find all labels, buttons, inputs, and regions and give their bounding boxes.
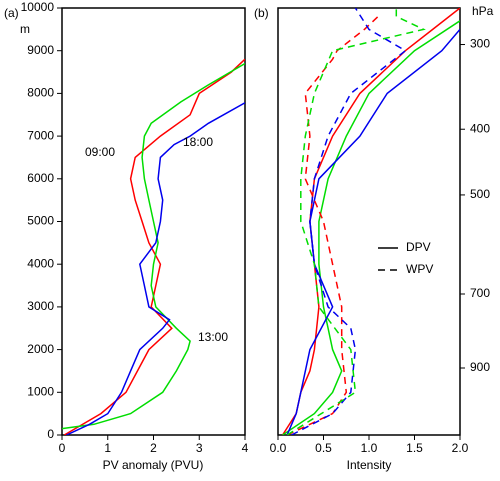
y2-tick-label: 500 xyxy=(470,187,490,201)
line-label: 09:00 xyxy=(85,145,115,159)
y2-tick-label: 300 xyxy=(470,37,490,51)
y-tick-label: 5000 xyxy=(27,214,54,228)
line-label: 18:00 xyxy=(183,135,213,149)
line xyxy=(286,15,379,435)
x-tick-label: 2.0 xyxy=(452,441,469,455)
line xyxy=(62,62,245,430)
x-tick-label: 0 xyxy=(59,441,66,455)
y-tick-label: 7000 xyxy=(27,128,54,142)
x-tick-label: 3 xyxy=(196,441,203,455)
y-tick-label: 1000 xyxy=(27,384,54,398)
x-tick-label: 1.0 xyxy=(361,441,378,455)
x-tick-label: 0.5 xyxy=(315,441,332,455)
y-tick-label: 8000 xyxy=(27,86,54,100)
y-tick-label: 9000 xyxy=(27,43,54,57)
panel-label: (a) xyxy=(4,6,19,20)
y-tick-label: 4000 xyxy=(27,256,54,270)
legend-label: WPV xyxy=(406,262,433,276)
y-axis-label: m xyxy=(20,22,30,36)
line xyxy=(66,102,245,435)
y2-axis-label: hPa xyxy=(472,4,494,18)
line xyxy=(286,28,460,435)
x-axis-label: Intensity xyxy=(347,458,392,472)
line xyxy=(291,8,407,435)
y-tick-label: 3000 xyxy=(27,299,54,313)
y2-tick-label: 900 xyxy=(470,360,490,374)
y-tick-label: 10000 xyxy=(21,0,55,14)
legend-label: DPV xyxy=(406,240,431,254)
x-tick-label: 4 xyxy=(242,441,249,455)
x-tick-label: 1.5 xyxy=(406,441,423,455)
x-axis-label: PV anomaly (PVU) xyxy=(103,458,204,472)
y-tick-label: 6000 xyxy=(27,171,54,185)
line xyxy=(63,58,245,435)
x-tick-label: 2 xyxy=(150,441,157,455)
y-tick-label: 0 xyxy=(47,427,54,441)
line-label: 13:00 xyxy=(198,330,228,344)
y-tick-label: 2000 xyxy=(27,342,54,356)
line xyxy=(286,8,426,435)
y2-tick-label: 700 xyxy=(470,286,490,300)
x-tick-label: 0.0 xyxy=(270,441,287,455)
x-tick-label: 1 xyxy=(104,441,111,455)
y2-tick-label: 400 xyxy=(470,121,490,135)
panel-label: (b) xyxy=(254,6,269,20)
